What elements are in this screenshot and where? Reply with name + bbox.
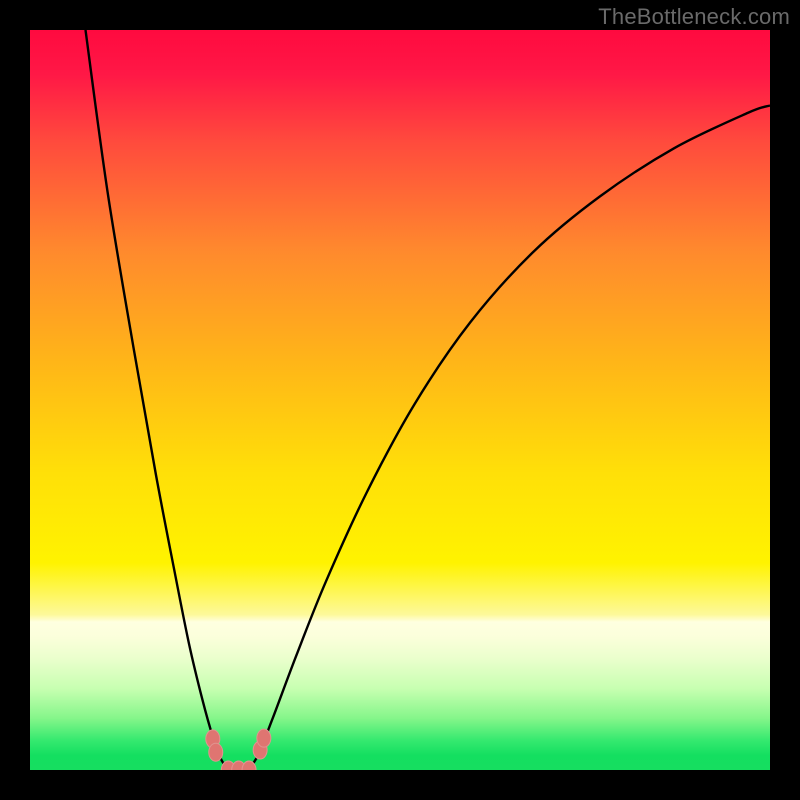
plot-frame [30, 30, 770, 770]
marker-point [257, 729, 271, 747]
marker-point [209, 743, 223, 761]
watermark: TheBottleneck.com [598, 4, 790, 30]
gradient-background [30, 30, 770, 770]
bottleneck-chart [30, 30, 770, 770]
